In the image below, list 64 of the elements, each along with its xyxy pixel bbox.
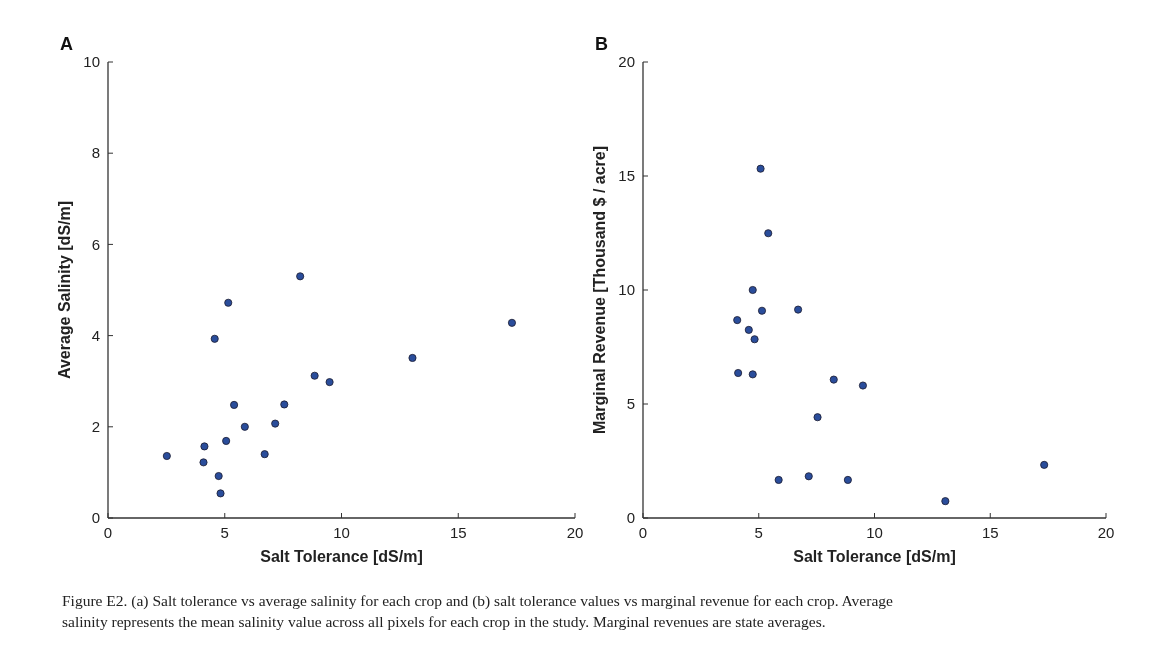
point [750, 335, 759, 344]
point [325, 378, 334, 387]
y-tick-label: 2 [91, 418, 100, 436]
point [1040, 460, 1049, 469]
chart-title: B [595, 34, 608, 54]
x-tick-label: 0 [638, 524, 648, 541]
point [774, 475, 783, 484]
point [214, 472, 223, 481]
point [843, 475, 852, 484]
x-tick-label: 5 [220, 524, 229, 541]
point [224, 298, 233, 307]
x-tick-label: 10 [333, 524, 350, 541]
point [813, 413, 822, 422]
caption: Figure E2. (a) Salt tolerance vs average salinity for each crop and (b) salt tolerance values vs marginal revenue for each crop. Average salinity represents the mean salinity value across all pixels for each crop in the study. Marginal revenues are state averages. [62, 592, 894, 630]
y-tick-label: 4 [91, 326, 100, 344]
x-tick-label: 15 [981, 524, 999, 541]
x-tick-label: 20 [566, 524, 584, 541]
x-tick-label: 10 [866, 524, 883, 541]
point [162, 451, 171, 460]
y-tick-label: 0 [91, 509, 100, 527]
x-tick-label: 20 [1097, 524, 1115, 541]
point [222, 436, 231, 445]
y-axis-title: Average Salinity [dS/m] [56, 200, 73, 380]
point [271, 419, 280, 428]
point [200, 442, 209, 451]
y-tick-label: 6 [91, 235, 100, 253]
y-axis-title: Marginal Revenue [Thousand $ / acre] [591, 145, 608, 435]
point [756, 164, 765, 173]
point [280, 400, 289, 409]
chart-title: A [60, 34, 73, 54]
point [748, 286, 757, 294]
point [296, 272, 305, 281]
point [804, 472, 813, 481]
point [744, 325, 753, 334]
point [310, 371, 319, 380]
y-tick-label: 10 [83, 53, 100, 71]
point [507, 318, 516, 327]
y-tick-label: 5 [626, 395, 635, 413]
point [858, 381, 867, 390]
point [260, 450, 269, 459]
y-tick-label: 10 [618, 281, 635, 299]
y-tick-label: 8 [91, 144, 100, 162]
point [240, 422, 249, 431]
point [216, 489, 225, 498]
point [199, 458, 208, 467]
point [734, 369, 743, 377]
x-axis-title: Salt Tolerance [dS/m] [793, 548, 956, 565]
y-tick-label: 15 [618, 167, 635, 185]
point [210, 334, 219, 343]
point [408, 353, 417, 362]
x-tick-label: 0 [103, 524, 113, 541]
x-axis-title: Salt Tolerance [dS/m] [260, 548, 423, 565]
point [733, 316, 742, 325]
y-tick-label: 20 [618, 53, 635, 71]
x-tick-label: 5 [754, 524, 763, 541]
point [230, 400, 239, 409]
point [829, 375, 838, 384]
point [794, 305, 803, 314]
point [941, 497, 950, 506]
x-tick-label: 15 [449, 524, 467, 541]
point [748, 370, 757, 379]
point [764, 229, 773, 238]
y-tick-label: 0 [626, 509, 635, 527]
point [757, 306, 766, 315]
